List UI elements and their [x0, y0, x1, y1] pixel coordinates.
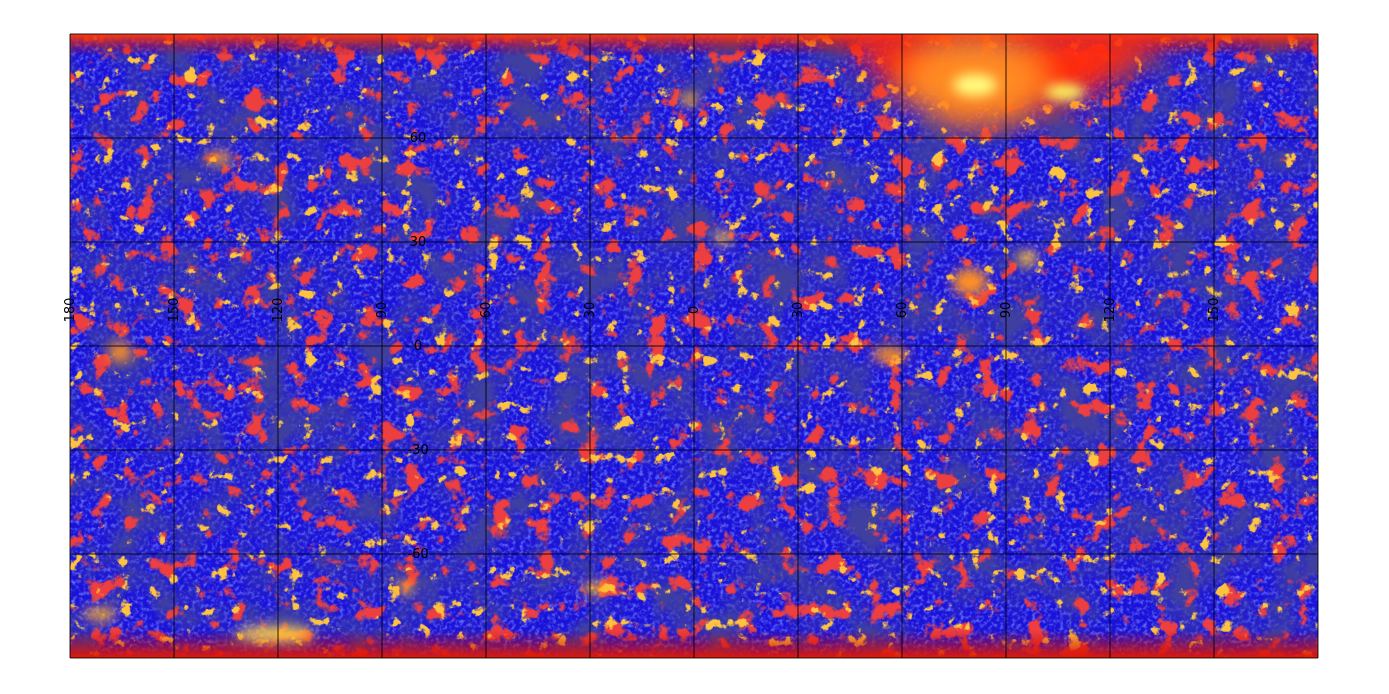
longitude-label: 0	[687, 306, 702, 314]
latitude-label: -30	[407, 443, 428, 458]
longitude-label: 60	[895, 302, 910, 319]
longitude-label: 90	[375, 302, 390, 319]
bright-spots	[82, 74, 1085, 642]
longitude-label: 30	[791, 302, 806, 319]
latitude-label: 30	[410, 235, 427, 250]
longitude-label: 60	[479, 302, 494, 319]
longitude-label: 120	[1103, 298, 1118, 323]
latitude-label: 0	[414, 339, 422, 354]
latitude-label: -60	[407, 547, 428, 562]
longitude-label: 150	[167, 298, 182, 323]
longitude-label: 180	[63, 298, 78, 323]
longitude-label: 150	[1207, 298, 1222, 323]
longitude-label: 90	[999, 302, 1014, 319]
longitude-label: 30	[583, 302, 598, 319]
longitude-label: 120	[271, 298, 286, 323]
latitude-label: 60	[410, 131, 427, 146]
graticule-labels: 180 150 120 90 60 30 0 30 60 90 120 150 60 30 0 -30 -60	[63, 131, 1222, 562]
graticule	[69, 33, 1319, 659]
